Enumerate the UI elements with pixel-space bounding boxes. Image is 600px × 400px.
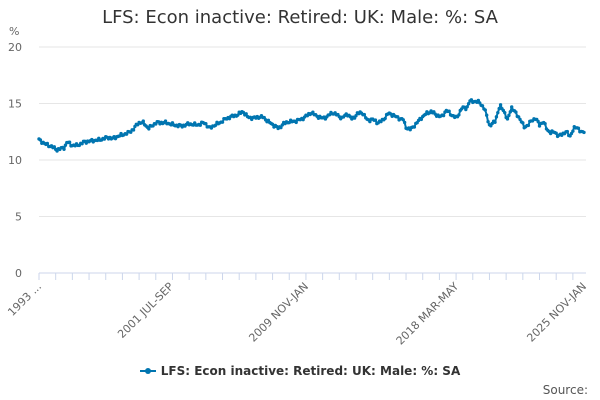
x-tick-label: 2018 MAR-MAY (394, 280, 462, 348)
data-point[interactable] (526, 123, 531, 128)
data-point[interactable] (537, 124, 542, 128)
data-point[interactable] (554, 131, 558, 135)
x-tick-label: 2025 NOV-JAN (524, 280, 589, 345)
data-point[interactable] (441, 113, 446, 118)
axes: 0 5 10 15 20% 1993 ... 2001 JUL-SEP 2009 NOV-JA… (5, 25, 589, 348)
y-tick-label: 5 (15, 211, 22, 224)
data-point[interactable] (582, 130, 586, 135)
series (37, 98, 586, 153)
data-point[interactable] (571, 129, 575, 133)
data-point[interactable] (311, 110, 315, 114)
data-point[interactable] (494, 115, 499, 119)
chart-title: LFS: Econ inactive: Retired: UK: Male: %… (102, 7, 498, 28)
data-point[interactable] (141, 119, 145, 123)
data-point[interactable] (38, 138, 43, 142)
legend-swatch-icon (139, 366, 156, 376)
x-tick-label: 2001 JUL-SEP (115, 280, 176, 341)
x-tick-label: 2009 NOV-JAN (246, 280, 311, 345)
data-point[interactable] (402, 120, 407, 125)
gridlines (39, 46, 586, 217)
data-point[interactable] (508, 110, 513, 114)
data-point[interactable] (241, 110, 246, 115)
data-point[interactable] (147, 127, 151, 131)
data-point[interactable] (354, 114, 358, 118)
data-point[interactable] (469, 98, 474, 102)
data-point[interactable] (62, 147, 66, 151)
data-point[interactable] (368, 119, 372, 124)
data-point[interactable] (514, 110, 518, 114)
data-point[interactable] (576, 126, 581, 130)
legend[interactable]: LFS: Econ inactive: Retired: UK: Male: %… (0, 364, 600, 378)
y-tick-label: 20 (8, 41, 22, 54)
y-axis-label: % (9, 25, 19, 38)
legend-label: LFS: Econ inactive: Retired: UK: Male: %… (160, 364, 461, 378)
data-point[interactable] (301, 117, 305, 122)
data-point[interactable] (124, 132, 129, 136)
data-point[interactable] (484, 113, 489, 117)
source-label: Source: (542, 383, 588, 397)
data-point[interactable] (419, 117, 424, 122)
data-point[interactable] (505, 117, 510, 121)
data-point[interactable] (486, 119, 490, 124)
data-point[interactable] (244, 112, 248, 116)
data-point[interactable] (373, 118, 378, 122)
data-point[interactable] (536, 119, 540, 124)
data-point[interactable] (280, 123, 284, 127)
data-point[interactable] (236, 113, 240, 117)
data-point[interactable] (493, 120, 497, 124)
data-point[interactable] (67, 140, 72, 144)
data-point[interactable] (543, 122, 547, 126)
data-point[interactable] (565, 129, 570, 134)
data-point[interactable] (279, 125, 283, 130)
data-point[interactable] (464, 107, 468, 112)
data-point[interactable] (476, 98, 481, 103)
data-point[interactable] (412, 125, 417, 129)
data-point[interactable] (507, 113, 511, 118)
data-point[interactable] (198, 123, 202, 127)
data-point[interactable] (52, 145, 56, 149)
y-tick-label: 15 (8, 98, 22, 111)
data-point[interactable] (294, 120, 298, 125)
data-point[interactable] (220, 120, 225, 124)
data-point[interactable] (465, 105, 469, 109)
data-point[interactable] (423, 112, 428, 117)
data-point[interactable] (518, 117, 522, 122)
data-point[interactable] (163, 119, 168, 123)
data-point[interactable] (396, 115, 400, 119)
data-point[interactable] (383, 116, 387, 121)
data-point[interactable] (270, 122, 275, 126)
data-point[interactable] (498, 103, 503, 107)
data-point[interactable] (480, 104, 485, 108)
data-point[interactable] (503, 110, 507, 115)
data-point[interactable] (548, 131, 553, 136)
x-tick-label: 1993 ... (5, 280, 44, 319)
data-point[interactable] (45, 141, 50, 146)
data-point[interactable] (63, 143, 68, 147)
data-point[interactable] (401, 118, 405, 122)
y-tick-label: 10 (8, 154, 22, 167)
data-point[interactable] (362, 112, 367, 117)
data-point[interactable] (483, 108, 487, 112)
data-point[interactable] (213, 123, 218, 127)
data-point[interactable] (447, 109, 451, 113)
data-point[interactable] (457, 113, 461, 117)
data-point[interactable] (466, 102, 471, 106)
data-point[interactable] (510, 105, 514, 109)
data-point[interactable] (496, 110, 500, 115)
data-point[interactable] (497, 106, 501, 111)
data-point[interactable] (516, 115, 521, 119)
data-point[interactable] (131, 128, 136, 132)
data-point[interactable] (204, 122, 208, 126)
y-tick-label: 0 (15, 267, 22, 280)
data-point[interactable] (521, 121, 525, 125)
